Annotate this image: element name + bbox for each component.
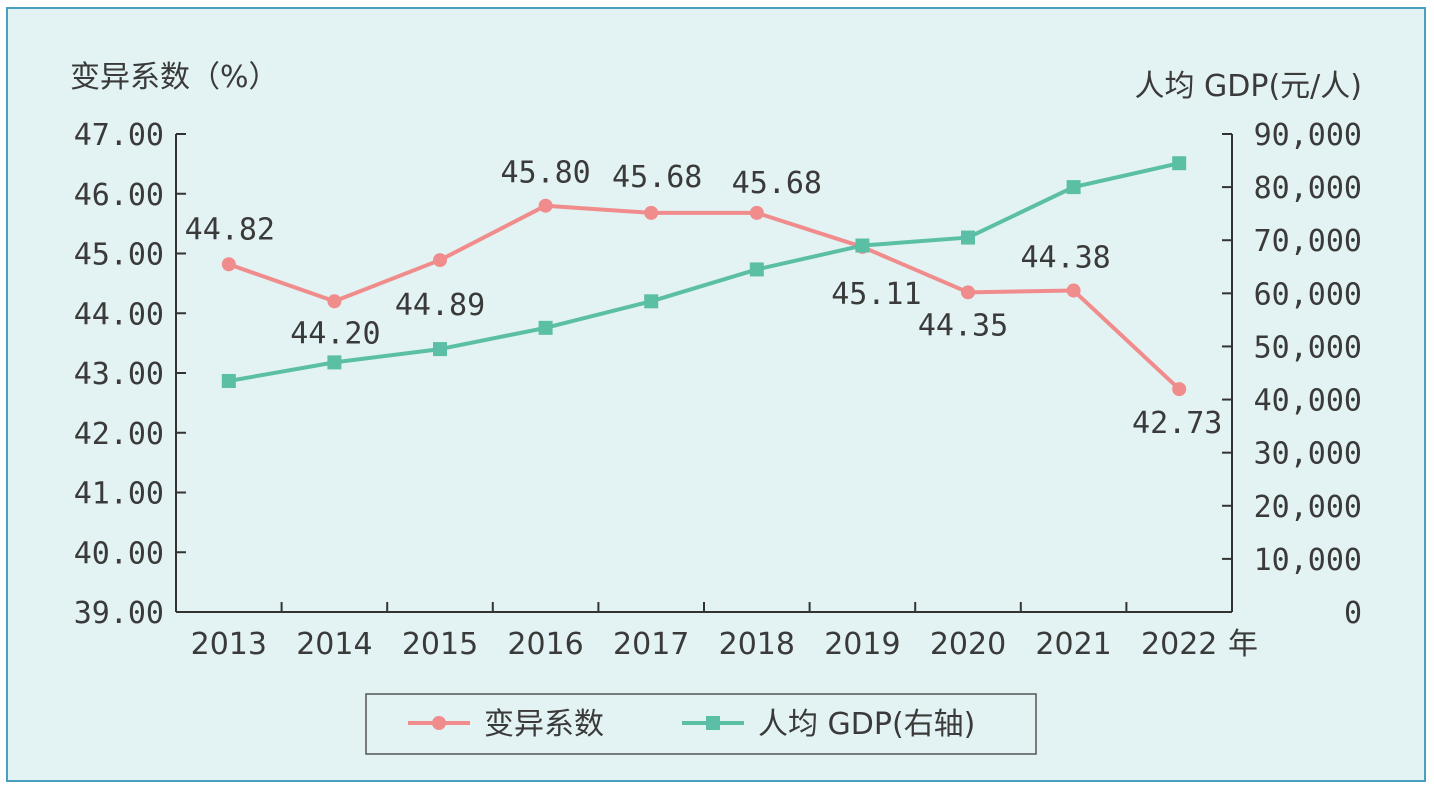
x-tick-label: 2014 (296, 627, 372, 662)
cv-data-label: 44.38 (1020, 241, 1110, 276)
cv-line (228, 203, 1181, 391)
right-axis-title: 人均 GDP(元/人) (1135, 69, 1363, 104)
x-tick-label: 2017 (613, 627, 689, 662)
cv-point (1066, 283, 1081, 298)
cv-data-label: 44.89 (395, 288, 485, 323)
cv-point (749, 205, 764, 220)
x-tick-label: 2021 (1035, 627, 1111, 662)
left-tick-label: 43.00 (74, 357, 164, 392)
left-axis-title: 变异系数（%） (70, 60, 279, 95)
right-tick-label: 10,000 (1254, 543, 1362, 578)
cv-point (327, 294, 342, 309)
cv-data-label: 45.68 (732, 166, 822, 201)
legend-box (365, 693, 1037, 755)
gdp-point (855, 238, 870, 253)
x-tick-label: 2016 (507, 627, 583, 662)
x-tick-label: 2013 (191, 627, 267, 662)
right-tick-label: 80,000 (1254, 171, 1362, 206)
right-tick-label: 40,000 (1254, 384, 1362, 419)
right-tick-label: 30,000 (1254, 437, 1362, 472)
x-tick-label: 2022 (1141, 627, 1217, 662)
gdp-point (433, 342, 447, 357)
left-tick-label: 42.00 (74, 417, 164, 452)
cv-data-label: 42.73 (1132, 406, 1222, 441)
left-tick-label: 41.00 (74, 477, 164, 512)
right-tick-label: 70,000 (1254, 224, 1362, 259)
cv-point (1172, 382, 1187, 397)
cv-point (221, 257, 236, 272)
legend-marker-gdp (706, 716, 720, 730)
cv-data-label: 44.20 (290, 316, 380, 351)
gdp-line (228, 161, 1180, 383)
data-labels: 44.82 44.20 44.89 45.80 45.68 45.68 45.1144.35… (185, 156, 1223, 441)
legend-label-gdp: 人均 GDP(右轴) (758, 707, 975, 742)
axes (175, 134, 1233, 613)
ticks: 39.00 40.00 41.00 42.00 43.00 44.00 45.00 46.00… (74, 118, 1362, 662)
left-tick-label: 46.00 (74, 178, 164, 213)
cv-point (644, 205, 659, 220)
right-tick-label: 60,000 (1254, 277, 1362, 312)
left-tick-label: 44.00 (74, 297, 164, 332)
x-tick-label: 2020 (930, 627, 1006, 662)
gdp-point (221, 373, 236, 388)
cv-point (538, 198, 553, 213)
cv-data-label: 45.80 (500, 156, 590, 191)
gdp-point (327, 355, 342, 370)
right-tick-label: 20,000 (1254, 490, 1362, 525)
x-axis-unit: 年 (1228, 627, 1258, 662)
legend-label-cv: 变异系数 (484, 707, 604, 742)
gdp-point (538, 320, 553, 335)
gdp-point (961, 230, 975, 245)
x-tick-label: 2019 (824, 627, 900, 662)
legend-marker-cv (432, 716, 446, 730)
right-tick-label: 50,000 (1254, 330, 1362, 365)
left-tick-label: 45.00 (74, 238, 164, 273)
series-layer (221, 156, 1187, 397)
legend: 变异系数 人均 GDP(右轴) (365, 693, 1037, 755)
left-tick-label: 47.00 (74, 118, 164, 153)
gdp-point (749, 262, 764, 277)
chart-frame (6, 7, 1426, 782)
x-tick-label: 2018 (719, 627, 795, 662)
cv-data-label: 44.82 (185, 212, 275, 247)
cv-data-label: 44.35 (918, 308, 1008, 343)
gdp-point (1172, 156, 1187, 171)
gdp-point (644, 294, 659, 309)
left-tick-label: 39.00 (74, 596, 164, 631)
cv-point (961, 285, 975, 300)
cv-point (433, 253, 447, 268)
left-tick-label: 40.00 (74, 536, 164, 571)
right-tick-label: 0 (1344, 596, 1362, 631)
x-tick-label: 2015 (402, 627, 478, 662)
cv-data-label: 45.11 (831, 277, 921, 312)
cv-data-label: 45.68 (612, 160, 702, 195)
gdp-point (1066, 180, 1081, 195)
right-tick-label: 90,000 (1254, 118, 1362, 153)
